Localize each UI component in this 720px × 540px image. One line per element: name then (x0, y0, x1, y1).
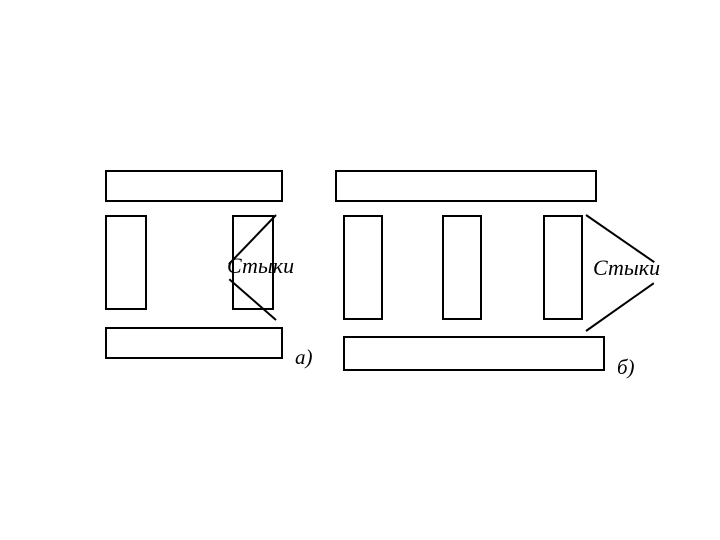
diagram-a-top (105, 170, 283, 202)
diagram-canvas: Стыки а) Стыки б) (0, 0, 720, 540)
diagram-b-bottom (343, 336, 605, 371)
diagram-b-caption: б) (617, 355, 635, 380)
diagram-a-bottom (105, 327, 283, 359)
diagram-b-mid (442, 215, 482, 320)
diagram-b-pointer-2 (585, 282, 654, 332)
diagram-a-caption: а) (295, 345, 313, 370)
diagram-b-left (343, 215, 383, 320)
diagram-a-left (105, 215, 147, 310)
diagram-b-top (335, 170, 597, 202)
diagram-b-right (543, 215, 583, 320)
